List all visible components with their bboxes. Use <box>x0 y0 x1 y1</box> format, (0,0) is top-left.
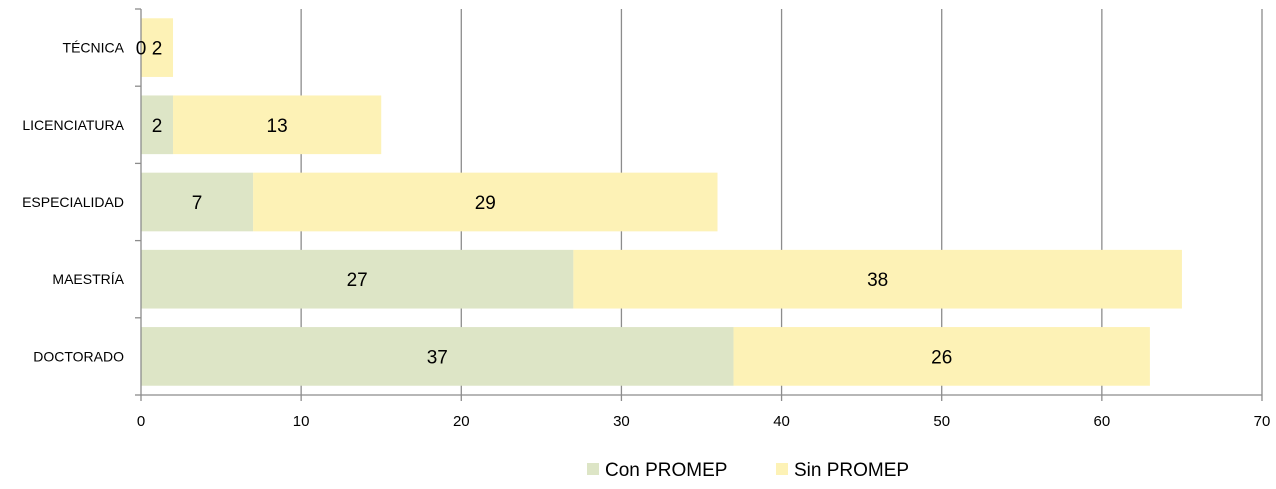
legend-swatch-sin-promep <box>776 463 788 475</box>
x-tick-label-30: 30 <box>613 413 630 430</box>
x-tick-label-10: 10 <box>293 413 310 430</box>
category-label-2: ESPECIALIDAD <box>22 194 124 210</box>
x-tick-label-70: 70 <box>1254 413 1271 430</box>
data-label-sin-promep-1: 13 <box>267 116 288 137</box>
bar-con-promep-1 <box>141 95 174 155</box>
legend-swatch-con-promep <box>587 463 599 475</box>
category-labels: TÉCNICA LICENCIATURA ESPECIALIDAD MAESTRÍA D… <box>22 40 125 365</box>
legend-label-sin-promep: Sin PROMEP <box>794 460 909 481</box>
category-label-4: DOCTORADO <box>33 348 124 364</box>
data-label-con-promep-4: 37 <box>427 347 448 368</box>
data-label-con-promep-1: 2 <box>152 116 163 137</box>
category-label-3: MAESTRÍA <box>52 271 124 287</box>
bar-sin-promep-0 <box>141 18 174 77</box>
data-label-sin-promep-3: 38 <box>867 270 888 291</box>
data-label-sin-promep-2: 29 <box>475 193 496 214</box>
bar-sin-promep-3 <box>573 249 1182 309</box>
axes <box>135 8 1263 401</box>
x-tick-label-40: 40 <box>773 413 790 430</box>
bar-sin-promep-1 <box>173 95 382 155</box>
x-tick-label-60: 60 <box>1094 413 1111 430</box>
bar-sin-promep-2 <box>253 172 718 232</box>
data-label-con-promep-0: 0 <box>136 39 147 60</box>
data-label-con-promep-2: 7 <box>192 193 203 214</box>
category-label-1: LICENCIATURA <box>22 117 124 133</box>
bar-con-promep-3 <box>141 249 574 309</box>
bar-con-promep-4 <box>141 327 734 386</box>
x-tick-labels: 0 10 20 30 40 50 60 70 <box>137 413 1271 430</box>
x-tick-label-50: 50 <box>933 413 950 430</box>
bar-con-promep-2 <box>141 172 254 232</box>
legend-label-con-promep: Con PROMEP <box>605 460 727 481</box>
bar-series <box>141 18 1182 386</box>
x-tick-label-20: 20 <box>453 413 470 430</box>
legend: Con PROMEP Sin PROMEP <box>587 460 909 481</box>
bar-sin-promep-4 <box>733 327 1150 386</box>
data-label-sin-promep-4: 26 <box>931 347 952 368</box>
data-label-sin-promep-0: 2 <box>152 39 163 60</box>
x-tick-label-0: 0 <box>137 413 145 430</box>
category-label-0: TÉCNICA <box>63 40 125 56</box>
data-label-con-promep-3: 27 <box>347 270 368 291</box>
